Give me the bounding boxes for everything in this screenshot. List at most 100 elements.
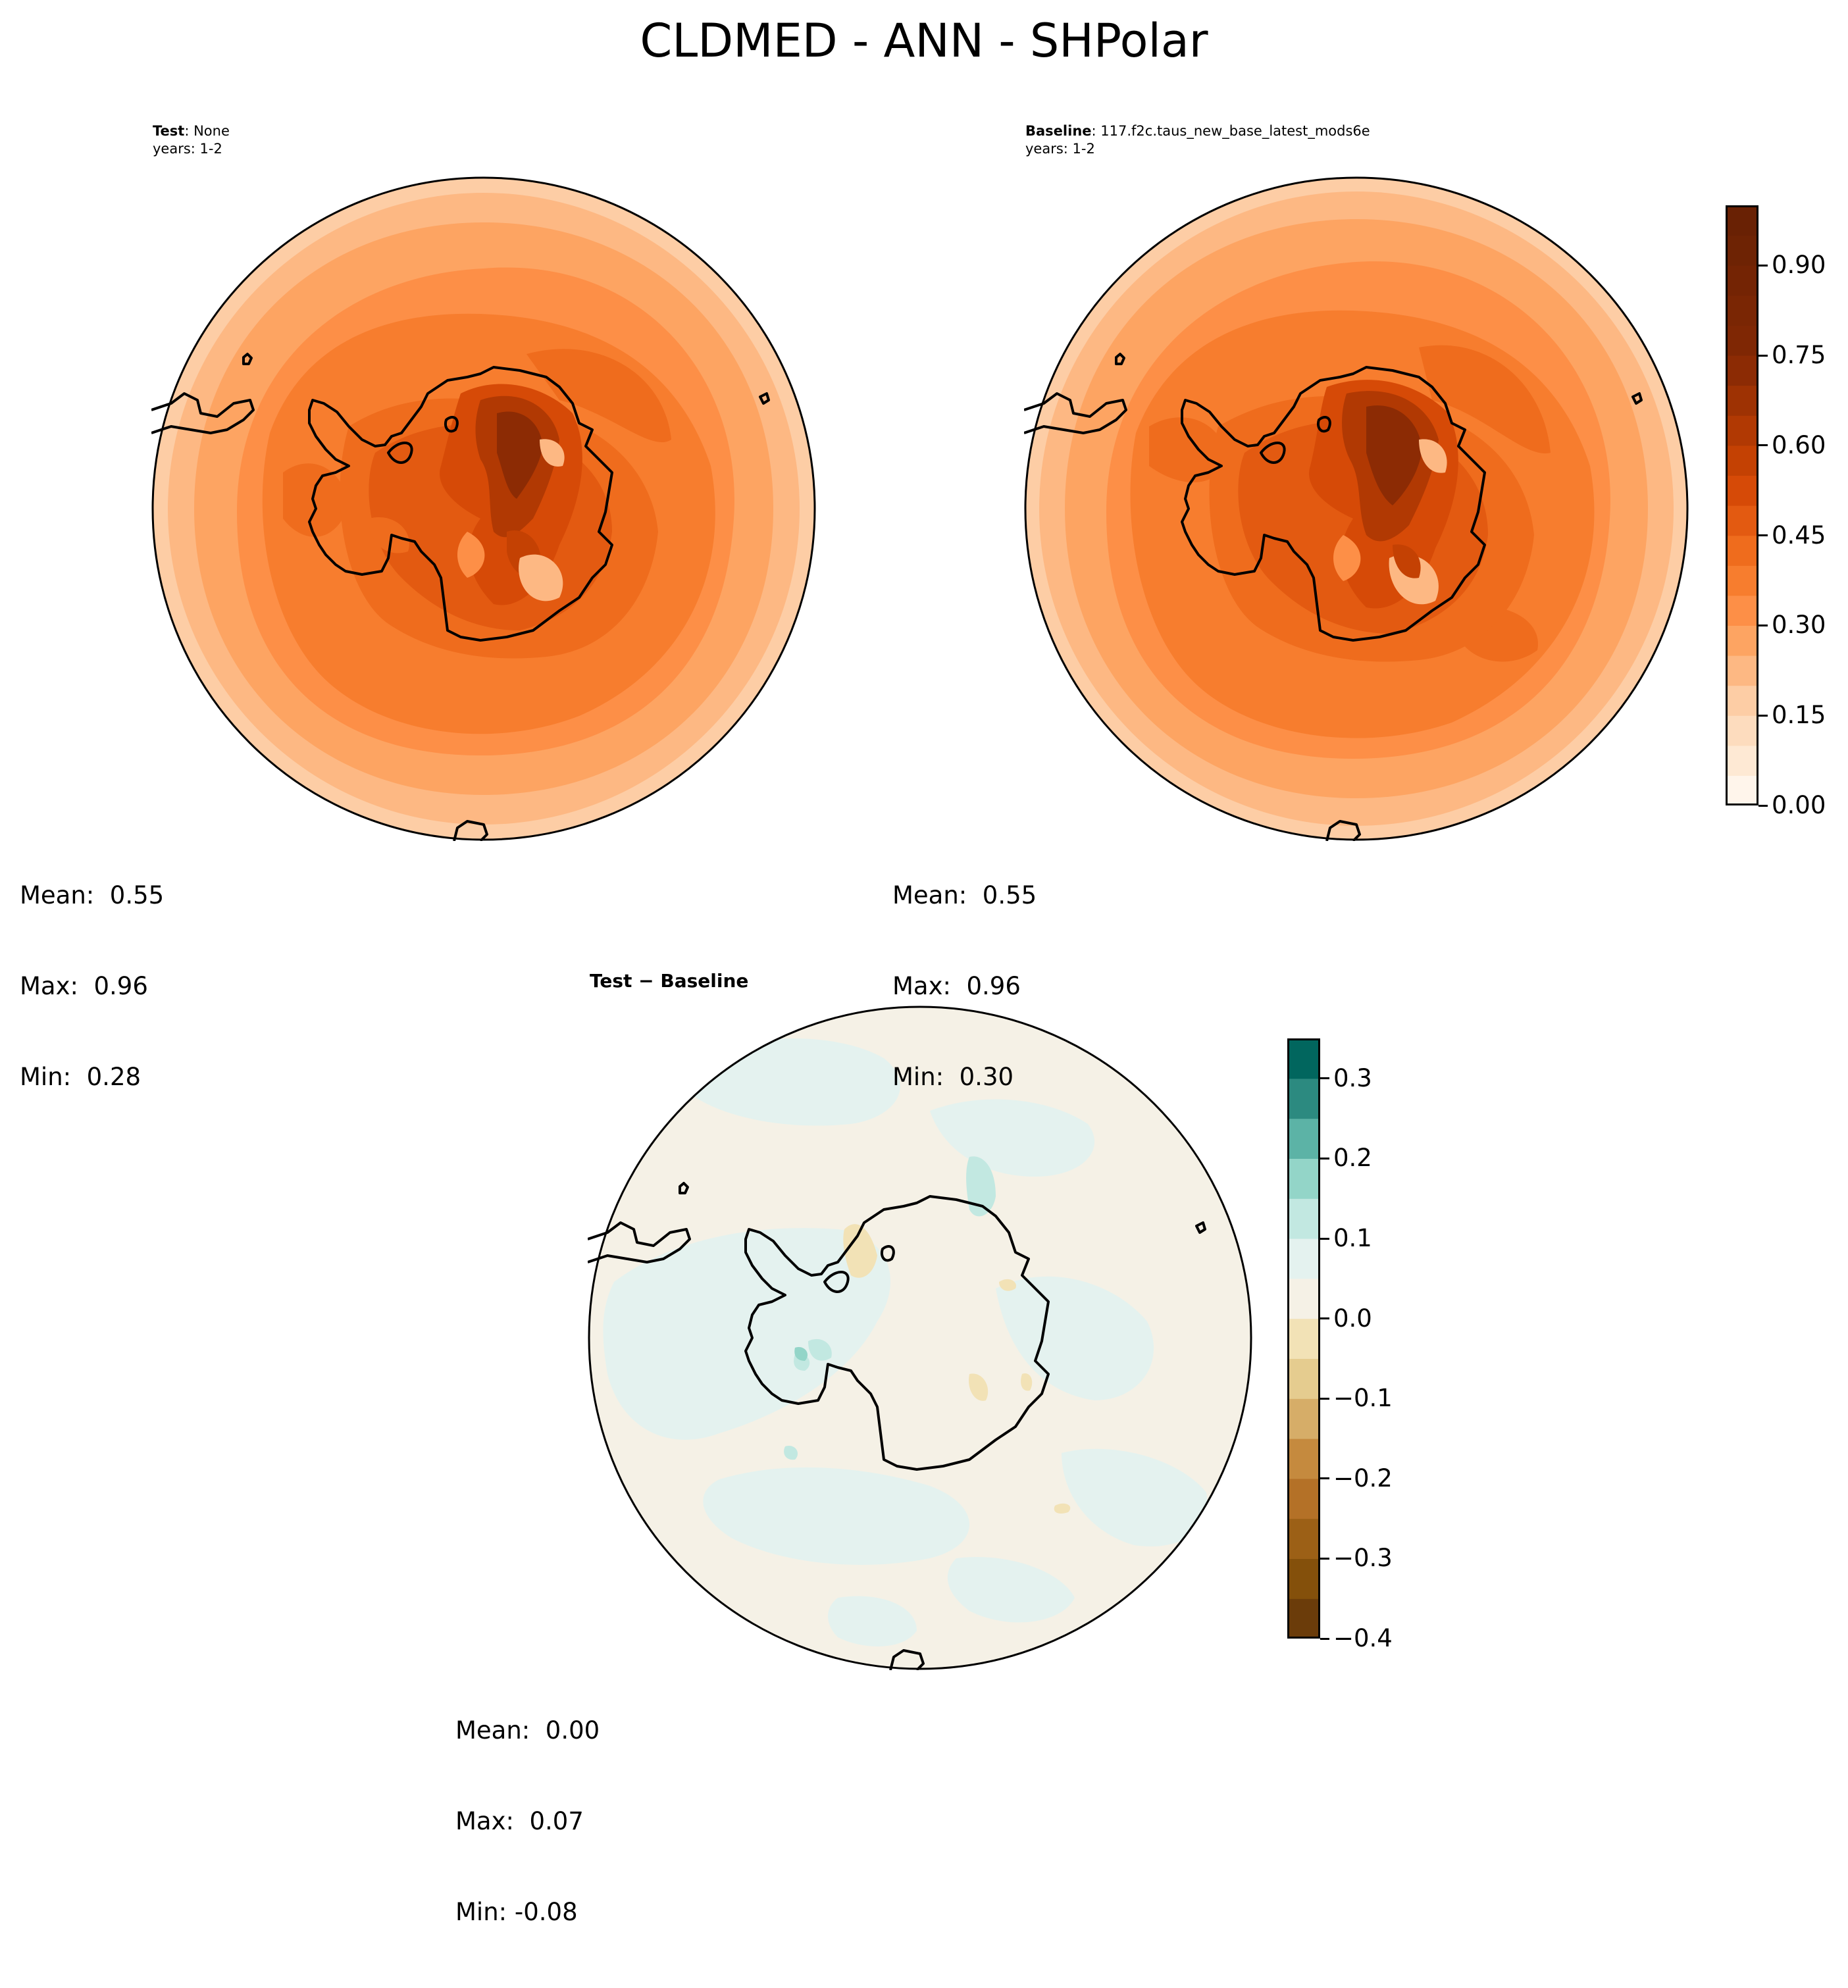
main-colorbar-band [1726, 775, 1758, 805]
main-colorbar-band [1726, 715, 1758, 746]
diff-mean: Mean: 0.00 [455, 1716, 600, 1745]
main-colorbar-band [1726, 655, 1758, 686]
main-colorbar-tick-label: 0.00 [1772, 791, 1826, 819]
baseline-years: years: 1-2 [1025, 141, 1095, 157]
main-colorbar-tick-mark [1758, 444, 1768, 447]
diff-colorbar-tick-label: −0.3 [1333, 1544, 1393, 1573]
main-colorbar-tick-mark [1758, 534, 1768, 537]
main-colorbar-tick-mark [1758, 714, 1768, 717]
main-colorbar-tick-mark [1758, 624, 1768, 626]
diff-colorbar-tick-mark [1320, 1477, 1329, 1480]
diff-colorbar-tick-mark [1320, 1157, 1329, 1160]
diff-colorbar-tick-mark [1320, 1557, 1329, 1560]
main-colorbar-band [1726, 685, 1758, 716]
diff-colorbar-tick-mark [1320, 1317, 1329, 1320]
diff-map [588, 1006, 1252, 1670]
diff-colorbar-band [1287, 1278, 1320, 1319]
diff-coastline [588, 1182, 1206, 1670]
diff-colorbar-band [1287, 1518, 1320, 1559]
diff-panel-title: Test − Baseline [590, 972, 748, 990]
diff-colorbar-tick-label: −0.1 [1333, 1384, 1393, 1413]
diff-colorbar-tick-label: 0.2 [1333, 1144, 1372, 1173]
test-field [153, 178, 815, 840]
main-colorbar-tick-label: 0.45 [1772, 521, 1826, 549]
main-colorbar-band [1726, 745, 1758, 776]
main-colorbar-band [1726, 385, 1758, 416]
diff-colorbar-band [1287, 1198, 1320, 1239]
main-colorbar-tick-mark [1758, 354, 1768, 357]
main-colorbar-band [1726, 535, 1758, 566]
diff-colorbar-tick-label: 0.3 [1333, 1063, 1372, 1092]
main-colorbar-tick-mark [1758, 264, 1768, 267]
main-colorbar-tick-label: 0.90 [1772, 251, 1826, 280]
test-map-boundary [151, 176, 816, 841]
diff-colorbar-band [1287, 1318, 1320, 1359]
diff-colorbar-band [1287, 1478, 1320, 1519]
main-colorbar-tick-label: 0.30 [1772, 611, 1826, 640]
main-colorbar-band [1726, 415, 1758, 446]
diff-colorbar-tick-label: −0.4 [1333, 1624, 1393, 1652]
test-min: Min: 0.28 [20, 1063, 141, 1091]
diff-colorbar-band [1287, 1558, 1320, 1599]
diff-colorbar-tick-mark [1320, 1077, 1329, 1080]
diff-colorbar-band [1287, 1398, 1320, 1439]
baseline-min: Min: 0.30 [892, 1063, 1014, 1091]
main-colorbar-bands [1726, 205, 1758, 805]
baseline-title-rest: : 117.f2c.taus_new_base_latest_mods6e [1091, 123, 1370, 139]
main-colorbar: 0.00 0.15 0.30 0.45 0.60 0.75 0.90 [1726, 205, 1826, 819]
diff-field [589, 1007, 1251, 1669]
test-map [151, 176, 816, 841]
diff-colorbar-band [1287, 1158, 1320, 1199]
main-colorbar-tick-label: 0.60 [1772, 430, 1826, 459]
baseline-stats: Mean: 0.55 Max: 0.96 Min: 0.30 [892, 820, 1037, 1153]
test-title-rest: : None [184, 123, 230, 139]
main-colorbar-band [1726, 325, 1758, 356]
main-colorbar-tick-label: 0.15 [1772, 701, 1826, 730]
main-colorbar-tick-mark [1758, 804, 1768, 807]
diff-colorbar-band [1287, 1078, 1320, 1119]
diff-colorbar-band [1287, 1358, 1320, 1399]
baseline-max: Max: 0.96 [892, 972, 1021, 1000]
diff-colorbar-tick-mark [1320, 1237, 1329, 1240]
main-colorbar-band [1726, 625, 1758, 656]
diff-colorbar-outline [1287, 1038, 1320, 1639]
diff-colorbar-band [1287, 1238, 1320, 1279]
diff-colorbar-tick-label: 0.1 [1333, 1224, 1372, 1252]
baseline-map-boundary [1024, 176, 1689, 841]
test-title-bold: Test [153, 123, 185, 139]
diff-colorbar-band [1287, 1598, 1320, 1639]
main-colorbar-band [1726, 265, 1758, 296]
diff-colorbar-band [1287, 1118, 1320, 1159]
main-colorbar-band [1726, 505, 1758, 536]
baseline-panel-title: Baseline: 117.f2c.taus_new_base_latest_m… [1025, 122, 1370, 158]
baseline-field [1025, 178, 1687, 840]
main-colorbar-outline [1726, 205, 1758, 805]
diff-colorbar-band [1287, 1439, 1320, 1479]
diff-colorbar-tick-label: 0.0 [1333, 1304, 1372, 1333]
test-panel-title: Test: None years: 1-2 [153, 122, 230, 158]
test-max: Max: 0.96 [20, 972, 148, 1000]
main-colorbar-tick-label: 0.75 [1772, 341, 1826, 369]
main-colorbar-band [1726, 355, 1758, 386]
main-colorbar-band [1726, 205, 1758, 236]
baseline-map [1024, 176, 1689, 841]
main-colorbar-band [1726, 295, 1758, 326]
figure-title: CLDMED - ANN - SHPolar [640, 14, 1208, 68]
diff-colorbar-bands [1287, 1038, 1320, 1639]
diff-colorbar-band [1287, 1038, 1320, 1079]
main-colorbar-band [1726, 475, 1758, 506]
diff-colorbar-tick-mark [1320, 1637, 1329, 1640]
baseline-mean: Mean: 0.55 [892, 881, 1037, 909]
test-coastline [151, 353, 770, 841]
diff-stats: Mean: 0.00 Max: 0.07 Min: -0.08 [455, 1655, 600, 1988]
diff-colorbar-tick-mark [1320, 1397, 1329, 1400]
baseline-coastline [1024, 353, 1643, 841]
test-mean: Mean: 0.55 [20, 881, 165, 909]
diff-colorbar: −0.4 −0.3 −0.2 −0.1 0.0 0.1 0.2 0.3 [1287, 1038, 1393, 1652]
main-colorbar-band [1726, 565, 1758, 596]
test-years: years: 1-2 [153, 141, 222, 157]
test-stats: Mean: 0.55 Max: 0.96 Min: 0.28 [20, 820, 164, 1153]
baseline-title-bold: Baseline [1025, 123, 1092, 139]
figure: CLDMED - ANN - SHPolar Test: None years:… [20, 14, 1826, 1926]
main-colorbar-band [1726, 445, 1758, 476]
